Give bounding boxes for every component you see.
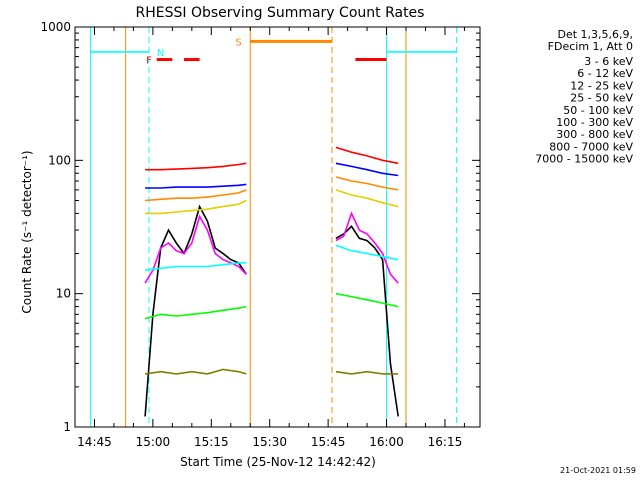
legend-header-line-1: Det 1,3,5,6,9,: [557, 28, 633, 41]
series-3-6-kev-segment-1: [335, 225, 399, 417]
flag-label-f: F: [146, 56, 152, 67]
series-25-50-kev-segment-1: [145, 262, 247, 271]
y-tick-label-10: 10: [56, 287, 71, 301]
series-3-6-kev-segment-0: [144, 204, 247, 417]
legend-item-7000-15000-kev: 7000 - 15000 keV: [535, 153, 633, 166]
legend-item-100-300-kev: 100 - 300 keV: [556, 116, 633, 129]
legend-item-12-25-kev: 12 - 25 keV: [570, 79, 633, 92]
y-tick-label-1: 1: [63, 420, 71, 434]
series-300-800-kev-segment-1: [335, 162, 399, 177]
chart-title: RHESSI Observing Summary Count Rates: [136, 5, 425, 21]
legend-header-line-2: FDecim 1, Att 0: [548, 40, 633, 53]
x-tick-label-15-30: 15:30: [252, 435, 287, 449]
plot-area: FN S 14:45 15:00 15:15 15:30 15:45 16:00 16:15 1 1…: [40, 20, 633, 449]
series-100-300-kev-segment-0: [145, 189, 247, 202]
legend-item-25-50-kev: 25 - 50 keV: [570, 92, 633, 105]
series-6-12-kev-segment-0: [144, 214, 247, 284]
x-tick-label-15-15: 15:15: [194, 435, 229, 449]
x-tick-label-16-00: 16:00: [369, 435, 404, 449]
y-tick-label-1000: 1000: [40, 20, 71, 34]
series-7000-15000-kev-segment-1: [335, 370, 399, 375]
plot-frame: [74, 26, 481, 428]
series-800-7000-kev-segment-0: [145, 162, 247, 171]
legend-item-3-6-kev: 3 - 6 keV: [584, 55, 633, 68]
flag-label-s: S: [235, 37, 241, 48]
series-6-12-kev-segment-1: [335, 211, 399, 284]
series-300-800-kev-segment-0: [145, 183, 247, 189]
x-tick-label-15-00: 15:00: [136, 435, 171, 449]
series-50-100-kev-segment-0: [145, 199, 247, 215]
x-tick-label-15-45: 15:45: [311, 435, 346, 449]
series-50-100-kev-segment-1: [335, 189, 399, 208]
y-tick-label-100: 100: [48, 153, 71, 167]
series-12-25-kev-segment-0: [144, 305, 247, 320]
x-tick-label-16-15: 16:15: [428, 435, 463, 449]
series-12-25-kev-segment-1: [335, 292, 399, 308]
flag-label-n: N: [157, 48, 164, 59]
legend-item-800-7000-kev: 800 - 7000 keV: [549, 140, 633, 153]
series-800-7000-kev-segment-1: [335, 146, 399, 165]
series-7000-15000-kev-segment-0: [144, 368, 247, 375]
x-axis-label: Start Time (25-Nov-12 14:42:42): [180, 455, 376, 469]
series-100-300-kev-segment-1: [335, 176, 399, 191]
x-tick-label-14-45: 14:45: [77, 435, 112, 449]
legend-item-300-800-kev: 300 - 800 keV: [556, 128, 633, 141]
legend-item-50-100-kev: 50 - 100 keV: [563, 104, 633, 117]
legend-item-6-12-kev: 6 - 12 keV: [577, 67, 633, 80]
series-25-50-kev-segment-2: [335, 244, 399, 261]
timestamp-text: 21-Oct-2021 01:59: [560, 466, 636, 475]
y-axis-label: Count Rate (s⁻¹ detector⁻¹): [20, 150, 34, 313]
